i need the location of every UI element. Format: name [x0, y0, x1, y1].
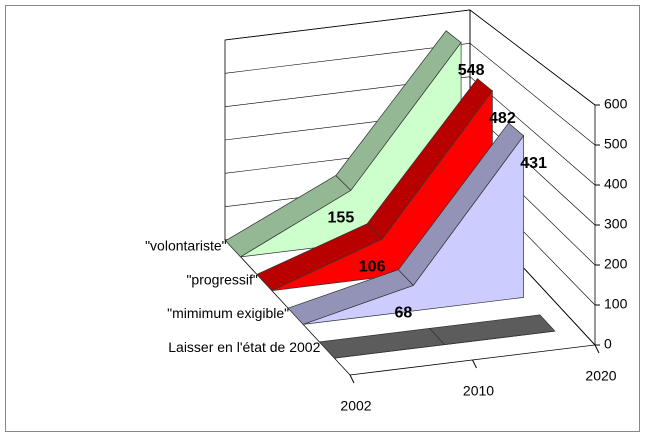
data-label: 431 — [520, 155, 547, 172]
series-label: Laisser en l'état de 2002 — [168, 339, 320, 355]
y-tick-label: 400 — [604, 176, 628, 192]
area — [334, 330, 555, 359]
grid-line — [224, 42, 596, 146]
y-tick-label: 500 — [604, 136, 628, 152]
y-tick-label: 100 — [604, 296, 628, 312]
x-tick-label: 2002 — [340, 398, 371, 414]
series-label: "mimimum exigible" — [167, 305, 289, 321]
data-label: 155 — [328, 210, 355, 227]
area — [302, 134, 524, 325]
series-label: "volontariste" — [145, 238, 227, 254]
x-tick-label: 2020 — [585, 368, 616, 384]
y-tick-label: 600 — [604, 96, 628, 112]
data-label: 106 — [359, 258, 386, 275]
x-tick — [472, 359, 477, 369]
data-label: 548 — [458, 62, 485, 79]
grid-line — [224, 9, 596, 106]
data-label: 482 — [489, 110, 516, 127]
grid-line — [224, 76, 596, 186]
x-tick-label: 2010 — [463, 383, 494, 399]
x-tick — [349, 374, 355, 384]
series-label: "progressif" — [186, 271, 257, 287]
y-tick-label: 0 — [604, 336, 612, 352]
y-tick-label: 200 — [604, 256, 628, 272]
x-tick — [594, 344, 600, 354]
data-label: 68 — [394, 305, 412, 322]
y-tick-label: 300 — [604, 216, 628, 232]
